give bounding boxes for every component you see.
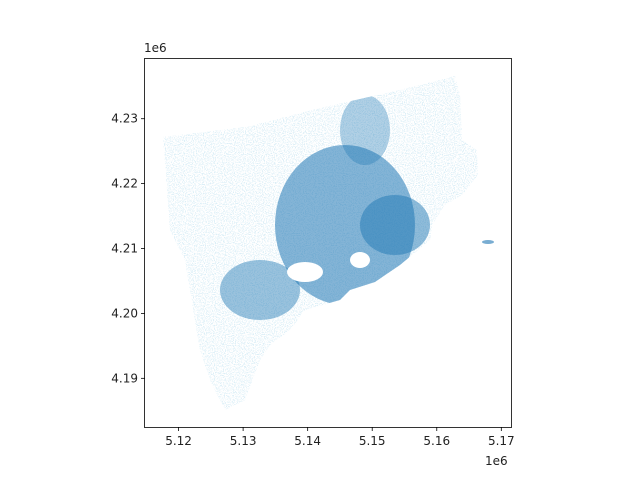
x-tick-label: 5.16 [423,434,450,448]
water-bay [287,262,323,282]
y-tick-label: 4.19 [111,371,138,385]
y-offset-label: 1e6 [144,41,167,55]
x-tick-label: 5.14 [294,434,321,448]
y-tick-label: 4.23 [111,112,138,126]
x-tick-label: 5.15 [359,434,386,448]
x-axis: 5.12 5.13 5.14 5.15 5.16 5.17 [165,427,515,448]
network-layer [163,76,478,410]
water-inlet [350,252,370,268]
network-core-southwest [220,260,300,320]
network-core-east [360,195,430,255]
plot-frame [144,58,512,428]
x-tick-label: 5.13 [230,434,257,448]
x-tick-label: 5.12 [165,434,192,448]
y-tick-label: 4.22 [111,177,138,191]
island-patch [482,240,494,244]
network-core-north [340,95,390,165]
y-tick-label: 4.21 [111,242,138,256]
x-offset-label: 1e6 [485,454,508,468]
y-axis: 4.19 4.20 4.21 4.22 4.23 [111,112,145,385]
y-tick-label: 4.20 [111,306,138,320]
x-tick-label: 5.17 [488,434,515,448]
